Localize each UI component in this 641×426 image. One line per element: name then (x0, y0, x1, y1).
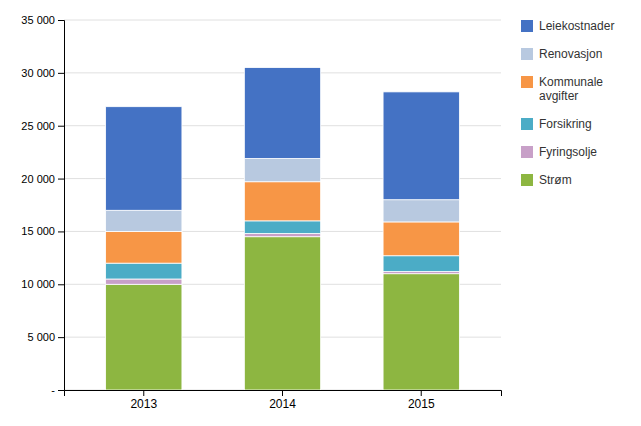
bar-segment (383, 222, 459, 256)
legend-label-line: Kommunale (539, 75, 603, 89)
chart-svg: 2013 2014 2015 - 5 000 10 000 15 000 20 000 25 0… (0, 0, 641, 426)
tick: 30 000 (21, 67, 64, 79)
legend-label-line: Strøm (539, 173, 572, 187)
tick-label: 2015 (408, 397, 435, 411)
x-axis: 2013 2014 2015 (65, 390, 502, 411)
legend-label: Strøm (539, 173, 572, 187)
legend-swatch (521, 48, 533, 60)
tick: 20 000 (21, 173, 64, 185)
tick-label: - (51, 384, 55, 396)
tick-label: 10 000 (21, 278, 55, 290)
tick-mark (58, 231, 64, 232)
chart-container: 2013 2014 2015 - 5 000 10 000 15 000 20 000 25 0… (0, 0, 641, 426)
legend-item: Fyringsolje (521, 145, 597, 159)
bar-segment (383, 92, 459, 200)
tick-label: 25 000 (21, 120, 55, 132)
tick-mark (58, 73, 64, 74)
tick-label: 30 000 (21, 67, 55, 79)
tick-mark (58, 337, 64, 338)
tick: 2013 (130, 390, 157, 411)
legend-label: Renovasjon (539, 47, 602, 61)
tick-mark (143, 390, 144, 396)
legend-label: Kommunaleavgifter (539, 75, 603, 103)
bar-segment (244, 182, 320, 221)
tick-mark (282, 390, 283, 396)
bar-segment (106, 263, 182, 279)
legend-label-line: Fyringsolje (539, 145, 597, 159)
tick: 15 000 (21, 225, 64, 237)
legend-label-line: Renovasjon (539, 47, 602, 61)
tick-label: 15 000 (21, 225, 55, 237)
bar-segment (106, 210, 182, 231)
tick-mark (58, 390, 64, 391)
tick: - (51, 384, 64, 396)
legend-label: Leiekostnader (539, 19, 614, 33)
legend-label-line: Leiekostnader (539, 19, 614, 33)
grid (64, 20, 501, 390)
axis-line (58, 21, 65, 391)
legend-item: Strøm (521, 173, 572, 187)
tick-mark (58, 179, 64, 180)
bar-segment (106, 284, 182, 390)
y-axis: - 5 000 10 000 15 000 20 000 25 000 30 000 35 0… (21, 14, 64, 396)
bar-segment (244, 68, 320, 159)
legend-label-line: avgifter (539, 89, 578, 103)
axis-line (65, 391, 502, 397)
legend-swatch (521, 76, 533, 88)
tick-label: 20 000 (21, 173, 55, 185)
bar-segment (383, 200, 459, 222)
bar-series (106, 68, 460, 211)
tick-mark (58, 20, 64, 21)
tick-mark (421, 390, 422, 396)
legend-item: Forsikring (521, 117, 592, 131)
bar-segment (106, 231, 182, 263)
bar-segment (244, 234, 320, 237)
legend-label: Forsikring (539, 117, 592, 131)
legend-item: Kommunaleavgifter (521, 75, 603, 103)
legend-swatch (521, 146, 533, 158)
legend-label-line: Forsikring (539, 117, 592, 131)
legend: Leiekostnader Renovasjon Kommunaleavgifter… (521, 19, 614, 187)
tick: 2014 (269, 390, 296, 411)
bar-segment (106, 107, 182, 211)
bar-segment (244, 221, 320, 234)
tick: 5 000 (27, 331, 64, 343)
legend-item: Leiekostnader (521, 19, 614, 33)
bar-segment (106, 279, 182, 284)
bar-segment (244, 237, 320, 390)
tick-label: 2014 (269, 397, 296, 411)
plot-area: 2013 2014 2015 - 5 000 10 000 15 000 20 000 25 0… (21, 14, 501, 411)
legend-label: Fyringsolje (539, 145, 597, 159)
tick-mark (58, 126, 64, 127)
legend-item: Renovasjon (521, 47, 602, 61)
tick-label: 5 000 (27, 331, 55, 343)
grid-line (64, 20, 501, 21)
legend-swatch (521, 174, 533, 186)
bar-segment (244, 158, 320, 181)
tick: 25 000 (21, 120, 64, 132)
tick: 10 000 (21, 278, 64, 290)
bar-segment (383, 256, 459, 272)
bars (106, 68, 460, 390)
legend-swatch (521, 118, 533, 130)
tick-label: 2013 (130, 397, 157, 411)
tick-label: 35 000 (21, 14, 55, 26)
legend-swatch (521, 20, 533, 32)
tick-mark (58, 284, 64, 285)
tick: 2015 (408, 390, 435, 411)
bar-segment (383, 274, 459, 390)
tick: 35 000 (21, 14, 64, 26)
